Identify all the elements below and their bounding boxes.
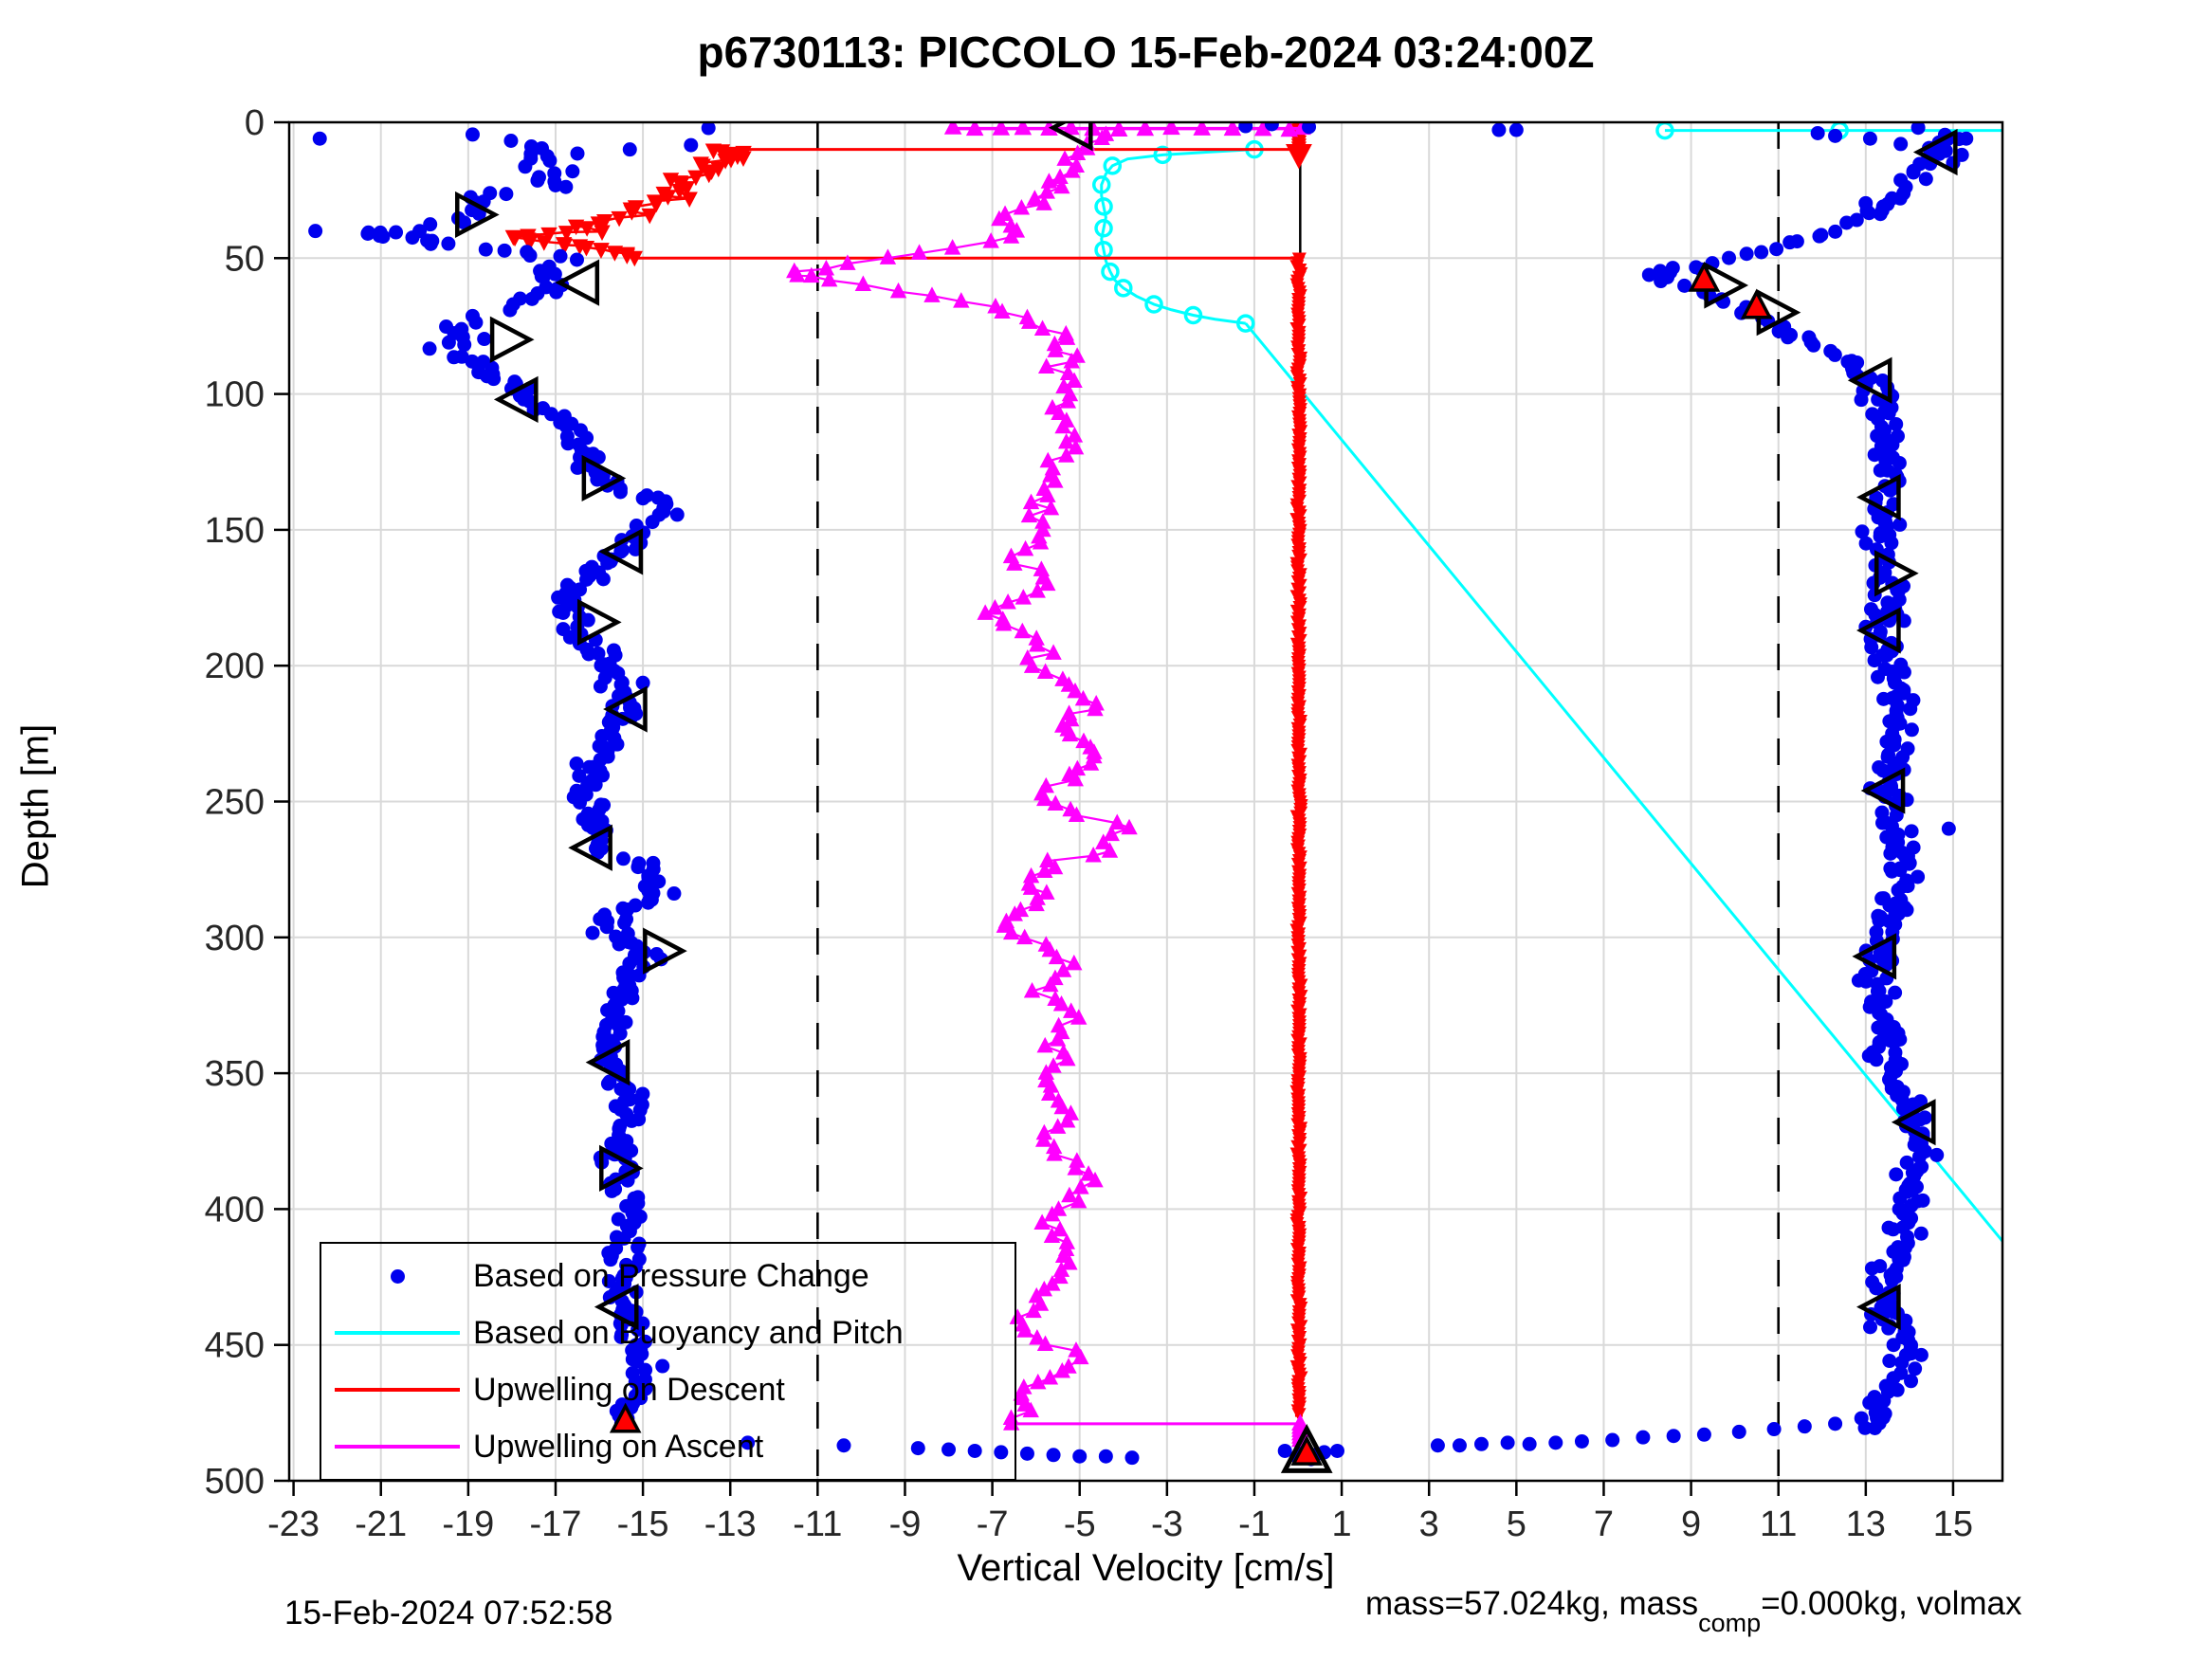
legend-marker-dot xyxy=(321,1268,473,1284)
y-tick-label: 400 xyxy=(205,1190,265,1230)
series-layer xyxy=(308,121,2003,1473)
x-tick-label: -11 xyxy=(793,1504,842,1544)
legend-row-pressure: Based on Pressure Change xyxy=(321,1249,1015,1304)
y-tick-label: 200 xyxy=(205,647,265,686)
x-tick-label: 5 xyxy=(1507,1504,1526,1544)
y-tick-label: 50 xyxy=(225,239,265,279)
x-tick-label: 9 xyxy=(1681,1504,1701,1544)
x-tick-label: -1 xyxy=(1238,1504,1271,1544)
x-tick-label: -3 xyxy=(1151,1504,1183,1544)
x-tick-label: -23 xyxy=(267,1504,320,1544)
x-tick-label: -5 xyxy=(1064,1504,1096,1544)
mass-comp-subscript: comp xyxy=(1698,1609,1762,1637)
x-tick-label: -17 xyxy=(530,1504,582,1544)
y-tick-label: 450 xyxy=(205,1326,265,1366)
y-tick-label: 0 xyxy=(245,103,265,143)
x-tick-label: 1 xyxy=(1332,1504,1352,1544)
legend-label: Upwelling on Ascent xyxy=(473,1428,764,1465)
y-tick-label: 150 xyxy=(205,511,265,551)
x-tick-label: -19 xyxy=(442,1504,494,1544)
y-tick-label: 500 xyxy=(205,1462,265,1502)
legend-marker-red-line xyxy=(321,1388,473,1392)
y-tick-label: 300 xyxy=(205,919,265,958)
legend: Based on Pressure Change Based on Buoyan… xyxy=(320,1242,1016,1481)
x-tick-label: 11 xyxy=(1760,1504,1797,1544)
series-upwelling-ascent xyxy=(786,121,1311,1448)
legend-marker-cyan-line xyxy=(321,1331,473,1335)
y-tick-label: 350 xyxy=(205,1054,265,1094)
x-axis-label: Vertical Velocity [cm/s] xyxy=(957,1547,1335,1589)
axes: -23 -21 -19 -17 -15 -13 -11 -9 -7 -5 -3 -1 1 3 5 7 9 11 13… xyxy=(205,103,2004,1544)
x-tick-label: -15 xyxy=(617,1504,669,1544)
footer-timestamp: 15-Feb-2024 07:52:58 xyxy=(284,1595,613,1632)
legend-row-upwelling-ascent: Upwelling on Ascent xyxy=(321,1419,1015,1474)
dashed-reference-lines xyxy=(816,122,1781,1481)
y-tick-label: 100 xyxy=(205,375,265,415)
x-tick-label: -21 xyxy=(355,1504,407,1544)
y-tick-label: 250 xyxy=(205,783,265,823)
legend-marker-magenta-line xyxy=(321,1445,473,1449)
x-tick-label: 7 xyxy=(1594,1504,1614,1544)
series-pressure-change xyxy=(308,121,1974,1467)
legend-label: Based on Pressure Change xyxy=(473,1257,869,1294)
legend-label: Upwelling on Descent xyxy=(473,1371,785,1408)
event-markers xyxy=(455,121,1958,1473)
footer-mass-info: mass=57.024kg, masscomp=0.000kg, volmax xyxy=(1365,1585,2022,1637)
x-tick-label: 15 xyxy=(1933,1504,1973,1544)
legend-row-upwelling-descent: Upwelling on Descent xyxy=(321,1362,1015,1417)
x-tick-label: 13 xyxy=(1846,1504,1886,1544)
chart-title: p6730113: PICCOLO 15-Feb-2024 03:24:00Z xyxy=(697,27,1595,77)
series-upwelling-descent xyxy=(504,121,1312,1422)
legend-row-buoyancy: Based on Buoyancy and Pitch xyxy=(321,1305,1015,1360)
x-tick-label: -7 xyxy=(977,1504,1009,1544)
x-tick-label: -13 xyxy=(704,1504,757,1544)
x-tick-label: 3 xyxy=(1419,1504,1439,1544)
x-tick-label: -9 xyxy=(889,1504,922,1544)
legend-label: Based on Buoyancy and Pitch xyxy=(473,1314,904,1351)
